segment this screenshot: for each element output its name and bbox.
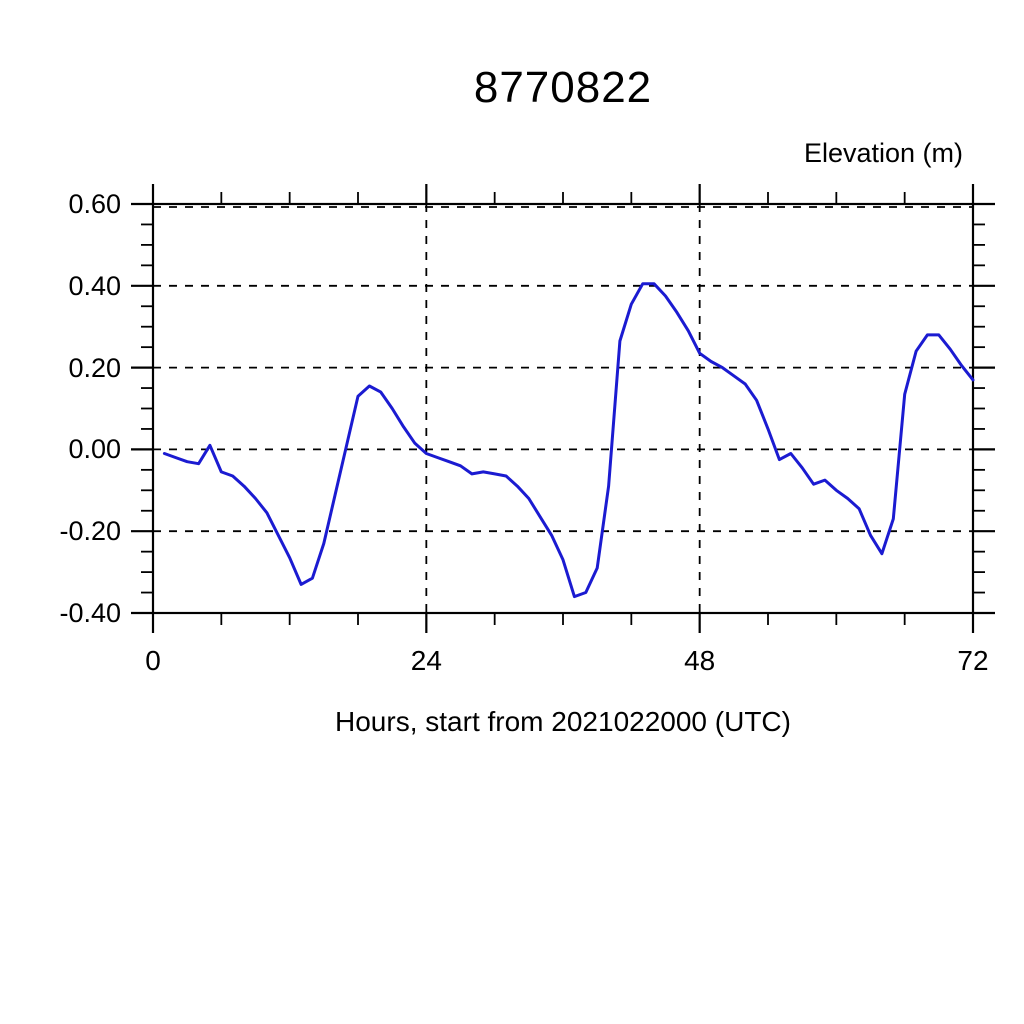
plot-frame [151,202,975,615]
chart-title: 8770822 [473,63,653,112]
x-axis-label: Hours, start from 2021022000 (UTC) [335,706,791,737]
x-tick-label: 24 [410,645,442,676]
x-tick-label: 72 [957,645,989,676]
y-tick-label: -0.40 [59,598,121,628]
y-tick-label: 0.20 [68,352,121,383]
x-tick-label: 48 [684,645,716,676]
y-axis-title: Elevation (m) [803,138,963,168]
elevation-line [162,282,975,599]
x-tick-label: 0 [145,645,161,676]
y-tick-label: 0.40 [68,270,121,301]
y-tick-label: 0.60 [68,189,121,219]
y-tick-label: -0.20 [59,516,121,547]
y-tick-label: 0.00 [68,434,121,465]
